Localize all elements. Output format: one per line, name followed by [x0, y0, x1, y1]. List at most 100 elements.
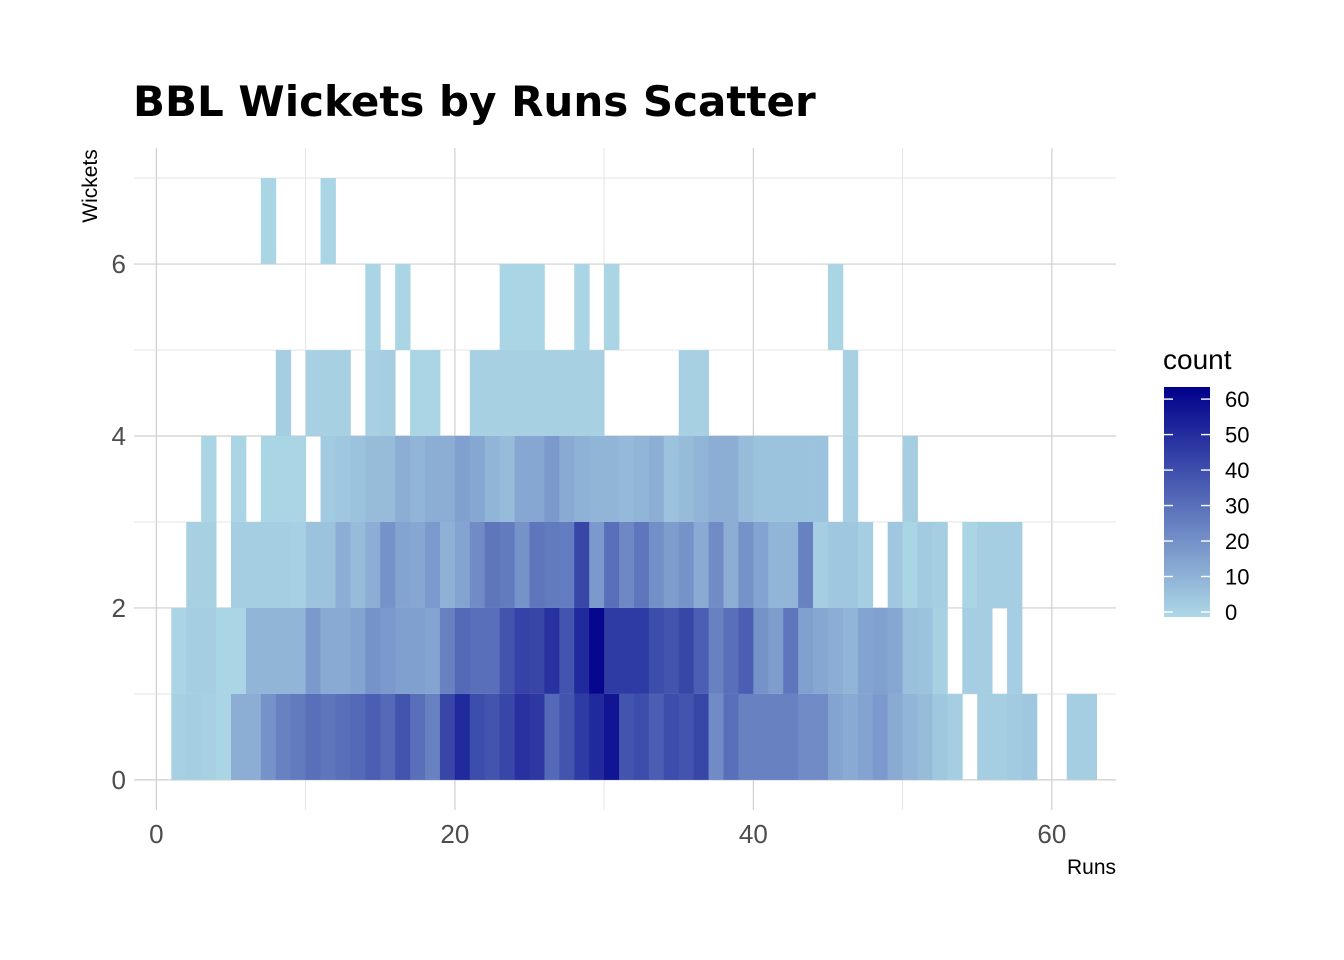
heatmap-tile: [902, 693, 918, 780]
heatmap-tile: [410, 693, 426, 780]
x-tick-label: 60: [1037, 819, 1066, 849]
heatmap-tile: [290, 693, 307, 780]
heatmap-tile: [768, 693, 784, 780]
heatmap-tile: [365, 264, 381, 351]
heatmap-tile: [648, 521, 665, 608]
heatmap-tile: [454, 693, 471, 780]
heatmap-tile: [589, 607, 605, 694]
heatmap-tile: [827, 264, 844, 351]
heatmap-tile: [425, 693, 441, 780]
heatmap-tile: [365, 607, 381, 694]
heatmap-tile: [723, 693, 739, 780]
heatmap-tile: [439, 521, 456, 608]
heatmap-tile: [439, 693, 456, 780]
heatmap-tile: [350, 521, 366, 608]
heatmap-tile: [410, 350, 426, 437]
heatmap-tiles: [171, 178, 1097, 780]
heatmap-tile: [768, 521, 784, 608]
heatmap-tile: [484, 607, 501, 694]
heatmap-tile: [842, 607, 859, 694]
heatmap-tile: [813, 521, 829, 608]
heatmap-tile: [887, 693, 903, 780]
x-tick-label: 0: [149, 819, 163, 849]
heatmap-tile: [633, 436, 650, 522]
heatmap-tile: [514, 693, 530, 780]
chart-title: BBL Wickets by Runs Scatter: [133, 77, 816, 126]
heatmap-tile: [529, 607, 545, 694]
heatmap-tile: [798, 521, 814, 608]
x-axis-ticks: 0 20 40 60: [149, 819, 1066, 849]
heatmap-tile: [260, 521, 277, 608]
heatmap-tile: [410, 521, 426, 608]
heatmap-tile: [395, 436, 411, 522]
heatmap-tile: [693, 521, 709, 608]
heatmap-tile: [723, 521, 739, 608]
heatmap-tile: [902, 436, 918, 522]
heatmap-tile: [231, 607, 247, 694]
heatmap-tile: [813, 436, 829, 522]
heatmap-tile: [693, 350, 709, 437]
heatmap-tile: [648, 693, 665, 780]
heatmap-tile: [992, 693, 1008, 780]
heatmap-tile: [305, 693, 321, 780]
heatmap-tile: [902, 607, 918, 694]
heatmap-tile: [454, 436, 471, 522]
heatmap-tile: [290, 521, 307, 608]
heatmap-tile: [425, 436, 441, 522]
heatmap-tile: [544, 350, 560, 437]
y-tick-label: 6: [112, 249, 126, 279]
heatmap-tile: [633, 693, 650, 780]
heatmap-tile: [350, 693, 366, 780]
heatmap-tile: [813, 607, 829, 694]
heatmap-tile: [469, 350, 486, 437]
heatmap-tile: [290, 436, 307, 522]
heatmap-tile: [320, 521, 336, 608]
heatmap-tile: [529, 693, 545, 780]
heatmap-tile: [499, 521, 515, 608]
heatmap-tile: [380, 350, 396, 437]
heatmap-tile: [260, 607, 277, 694]
heatmap-tile: [663, 607, 680, 694]
heatmap-tile: [798, 607, 814, 694]
heatmap-tile: [365, 693, 381, 780]
heatmap-tile: [186, 607, 202, 694]
heatmap-tile: [365, 521, 381, 608]
heatmap-tile: [529, 436, 545, 522]
heatmap-tile: [290, 607, 307, 694]
heatmap-tile: [663, 521, 680, 608]
heatmap-tile: [604, 607, 620, 694]
heatmap-tile: [231, 693, 247, 780]
heatmap-tile: [857, 607, 874, 694]
x-tick-label: 40: [739, 819, 768, 849]
heatmap-tile: [484, 350, 501, 437]
heatmap-tile: [1007, 693, 1023, 780]
heatmap-tile: [798, 693, 814, 780]
heatmap-tile: [738, 607, 754, 694]
legend-tick-label: 30: [1225, 494, 1249, 519]
heatmap-tile: [738, 693, 754, 780]
heatmap-tile: [499, 693, 515, 780]
heatmap-tile: [693, 436, 709, 522]
heatmap-tile: [783, 607, 799, 694]
heatmap-tile: [395, 693, 411, 780]
heatmap-tile: [827, 521, 844, 608]
heatmap-tile: [917, 521, 933, 608]
heatmap-tile: [425, 607, 441, 694]
heatmap-tile: [574, 264, 590, 351]
heatmap-tile: [335, 521, 351, 608]
heatmap-tile: [663, 693, 680, 780]
heatmap-tile: [902, 521, 918, 608]
heatmap-tile: [753, 693, 769, 780]
heatmap-tile: [484, 693, 501, 780]
heatmap-tile: [872, 693, 889, 780]
legend-tick-label: 50: [1225, 423, 1249, 448]
heatmap-tile: [857, 521, 874, 608]
heatmap-tile: [529, 350, 545, 437]
heatmap-tile: [842, 350, 859, 437]
heatmap-tile: [932, 521, 948, 608]
heatmap-tile: [201, 521, 217, 608]
heatmap-tile: [275, 350, 292, 437]
heatmap-tile: [947, 693, 963, 780]
heatmap-tile: [917, 607, 933, 694]
